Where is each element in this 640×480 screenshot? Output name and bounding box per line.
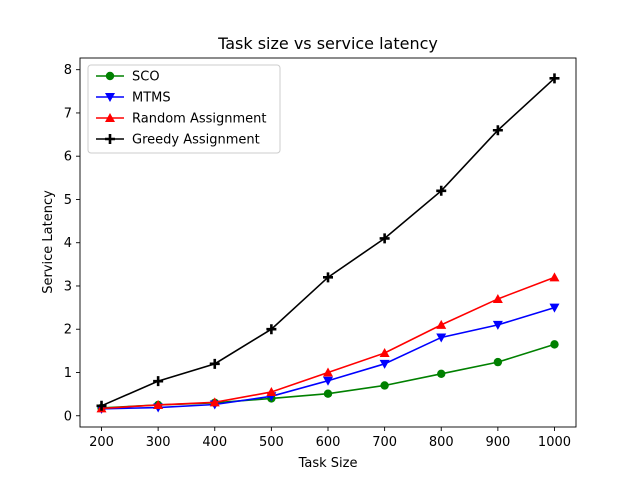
data-point (266, 386, 277, 396)
y-tick-label: 6 (64, 150, 72, 165)
legend-label: MTMS (132, 91, 171, 106)
x-tick-label: 900 (485, 435, 510, 450)
x-axis-label: Task Size (298, 456, 358, 471)
data-point (96, 400, 107, 411)
data-point (437, 369, 446, 378)
data-point (549, 303, 560, 313)
data-point (550, 340, 559, 349)
x-tick-label: 700 (372, 435, 397, 450)
legend-marker (105, 113, 115, 122)
axes: 200 300 400 500 600 700 800 900 1000 0 1 2 3 4 5 6 7 8 (64, 57, 577, 450)
legend-item: SCO (96, 70, 160, 85)
x-tick-label: 300 (146, 435, 171, 450)
data-point (323, 389, 333, 398)
x-tick-label: 200 (89, 435, 114, 450)
series-greedy-assignment (96, 73, 560, 411)
y-axis-label: Service Latency (41, 190, 56, 294)
x-tick-label: 800 (429, 435, 454, 450)
data-point (436, 185, 447, 196)
x-tick-label: 600 (316, 435, 341, 450)
y-tick-label: 7 (64, 106, 72, 121)
data-point (549, 272, 560, 282)
x-tick-label: 400 (202, 435, 227, 450)
y-tick-label: 4 (64, 236, 72, 251)
data-point (492, 125, 503, 136)
legend-marker (105, 134, 115, 144)
y-tick-label: 5 (64, 193, 72, 208)
data-point (379, 348, 390, 358)
data-point (209, 397, 220, 407)
legend: SCO MTMS Random Assignment Greedy Assignmen… (87, 64, 281, 154)
data-point (436, 319, 447, 329)
chart-title: Task size vs service latency (217, 34, 438, 53)
data-point (323, 272, 333, 283)
data-point (209, 358, 220, 369)
data-point (379, 359, 390, 369)
legend-label: Random Assignment (132, 112, 267, 127)
data-point (492, 320, 503, 330)
data-point (153, 399, 164, 409)
legend-marker (105, 93, 115, 102)
y-tick-label: 1 (64, 366, 72, 381)
data-point (153, 376, 164, 387)
data-point (379, 233, 390, 244)
y-tick-label: 2 (64, 323, 72, 338)
data-point (549, 73, 560, 84)
data-point (493, 357, 503, 367)
legend-item: Random Assignment (96, 112, 267, 127)
y-tick-label: 8 (64, 63, 72, 78)
plot-area (96, 73, 560, 414)
y-tick-label: 0 (64, 409, 72, 424)
legend-label: SCO (132, 70, 160, 85)
legend-label: Greedy Assignment (132, 133, 260, 148)
legend-marker (105, 71, 115, 81)
y-tick-label: 3 (64, 279, 72, 294)
x-tick-label: 500 (259, 435, 284, 450)
legend-box (87, 64, 281, 154)
data-point (380, 381, 389, 390)
x-tick-label: 1000 (538, 435, 571, 450)
data-point (266, 324, 277, 335)
legend-item: MTMS (96, 91, 171, 106)
data-point (323, 367, 333, 377)
data-point (323, 376, 333, 386)
data-point (436, 333, 447, 343)
legend-item: Greedy Assignment (96, 133, 260, 148)
data-point (492, 293, 503, 303)
